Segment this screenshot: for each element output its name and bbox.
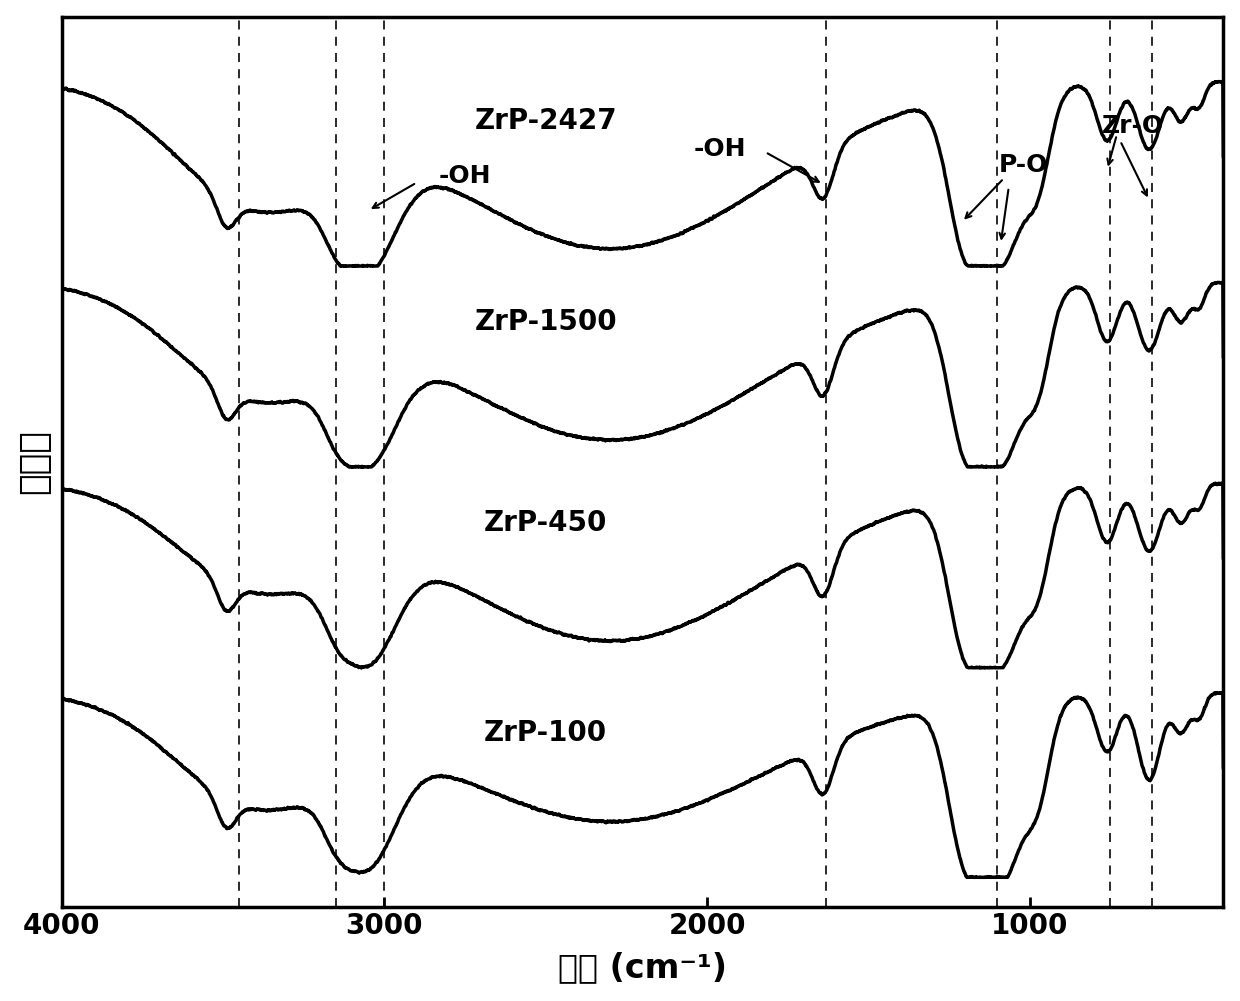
Text: P-O: P-O (998, 153, 1048, 177)
Text: ZrP-2427: ZrP-2427 (475, 107, 618, 135)
X-axis label: 波数 (cm⁻¹): 波数 (cm⁻¹) (558, 951, 727, 984)
Text: ZrP-450: ZrP-450 (484, 510, 608, 538)
Text: ZrP-1500: ZrP-1500 (475, 308, 618, 336)
Text: -OH: -OH (693, 137, 746, 161)
Text: ZrP-100: ZrP-100 (484, 719, 608, 747)
Text: -OH: -OH (439, 163, 491, 187)
Y-axis label: 透光率: 透光率 (16, 429, 51, 494)
Text: Zr-O: Zr-O (1102, 114, 1164, 138)
